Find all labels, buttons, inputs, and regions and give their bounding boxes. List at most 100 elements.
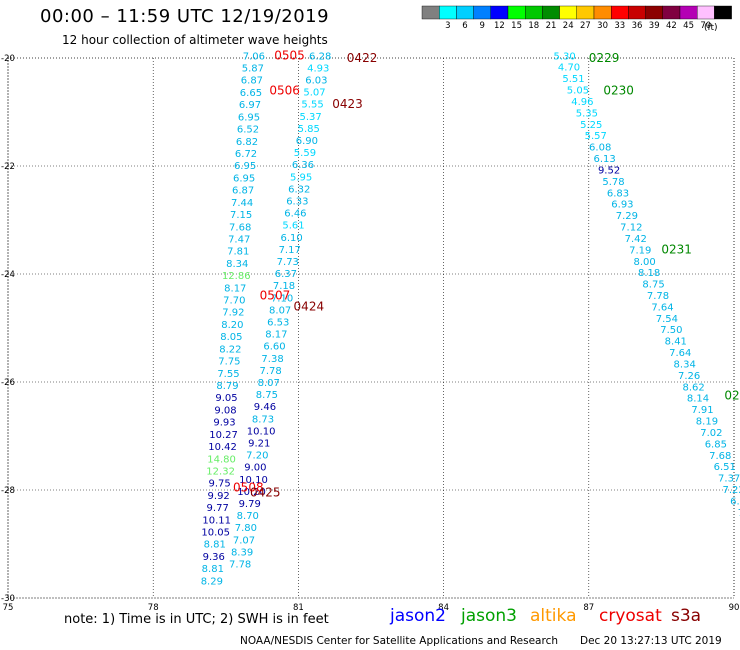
time-label: 0423: [332, 97, 363, 111]
swh-value: 6.51: [714, 462, 736, 473]
swh-value: 9.79: [239, 499, 261, 510]
swh-value: 8.41: [665, 337, 687, 348]
swh-value: 6.82: [236, 137, 258, 148]
legend-unit: (ft): [704, 23, 718, 33]
swh-value: 7.10: [271, 293, 293, 304]
swh-value: 7.17: [279, 245, 301, 256]
swh-value: 7.18: [273, 281, 295, 292]
swh-value: 7.19: [629, 245, 651, 256]
swh-value: 7.64: [651, 302, 673, 313]
swh-value: 7.80: [235, 523, 257, 534]
swh-value: 8.07: [258, 378, 280, 389]
swh-value: 7.68: [709, 451, 731, 462]
map-title: 00:00 – 11:59 UTC 12/19/2019: [40, 6, 330, 27]
swh-value: 7.55: [217, 369, 239, 380]
legend-swatch: [525, 5, 543, 20]
legend-swatch: [542, 5, 560, 20]
swh-value: 5.87: [242, 64, 264, 75]
swh-value: 7.73: [277, 257, 299, 268]
legend-swatch: [662, 5, 681, 20]
swh-value: 7.38: [261, 354, 283, 365]
legend-label: 9: [479, 21, 484, 31]
lon-tick-label: 87: [583, 603, 594, 613]
swh-value: 7.54: [656, 314, 678, 325]
swh-value: 6.95: [234, 161, 256, 172]
footer-note: note: 1) Time is in UTC; 2) SWH is in fe…: [64, 612, 329, 627]
swh-value: 6.95: [238, 112, 260, 123]
swh-value: 7.92: [222, 308, 244, 319]
legend-label: 36: [632, 21, 643, 31]
swh-value: 8.81: [202, 564, 224, 575]
swh-value: 7.68: [229, 222, 251, 233]
swh-value: 7.91: [691, 405, 713, 416]
swh-value: 8.07: [269, 305, 291, 316]
legend-swatch: [473, 5, 492, 20]
legend-swatch: [679, 5, 698, 20]
legend-swatch: [697, 5, 715, 20]
lat-tick-label: -28: [1, 486, 15, 496]
swh-value: 5.55: [301, 100, 323, 111]
lon-tick-label: 75: [3, 603, 14, 613]
lon-tick-label: 81: [293, 603, 304, 613]
swh-value: 7.37: [718, 474, 740, 485]
swh-value: 6.37: [275, 269, 297, 280]
swh-value: 7.47: [228, 234, 250, 245]
swh-value: 8.00: [634, 257, 656, 268]
swh-value: 10.42: [208, 442, 237, 453]
legend-label: 70: [700, 21, 711, 31]
axis-labels: 75 78 81 84 87 90 -20 -22 -24 -26 -28 -30: [1, 54, 739, 613]
swh-value: 4.70: [558, 63, 580, 74]
swh-value: 8.19: [696, 417, 718, 428]
time-label: 0230: [603, 83, 634, 97]
swh-value: 7.78: [229, 560, 251, 571]
swh-value: 8.34: [226, 259, 248, 270]
swh-value: 5.59: [294, 148, 316, 159]
swh-value: 6.93: [611, 200, 633, 211]
legend-swatch: [593, 5, 612, 20]
swh-value: 5.35: [576, 108, 598, 119]
swh-value: 8.20: [221, 320, 243, 331]
legend-label: 24: [563, 21, 574, 31]
swh-tracks: 7.065.876.876.656.976.956.526.826.726.95…: [201, 51, 740, 587]
time-label: 0505: [274, 48, 305, 62]
legend-label: 15: [511, 21, 522, 31]
map-subtitle: 12 hour collection of altimeter wave hei…: [62, 33, 328, 47]
swh-value: 9.05: [215, 393, 237, 404]
swh-value: 12.86: [222, 271, 251, 282]
footer-credit: NOAA/NESDIS Center for Satellite Applica…: [240, 635, 558, 647]
legend-label: 27: [580, 21, 591, 31]
legend-swatch: [714, 5, 732, 20]
lat-tick-label: -24: [1, 270, 15, 280]
time-label: 0229: [589, 51, 620, 65]
swh-value: 7.70: [223, 296, 245, 307]
lat-tick-label: -26: [1, 378, 15, 388]
swh-value: 6.97: [239, 100, 261, 111]
swh-value: 6.85: [705, 439, 727, 450]
legend-swatch: [439, 5, 457, 20]
swh-value: 10.10: [247, 426, 276, 437]
swh-value: 4.96: [571, 97, 593, 108]
swh-value: 7.12: [620, 223, 642, 234]
legend-swatch: [490, 5, 509, 20]
swh-value: 8.29: [201, 576, 223, 587]
swh-value: 5.25: [580, 120, 602, 131]
swh-value: 5.85: [298, 124, 320, 135]
legend-label: 18: [528, 21, 539, 31]
swh-value: 12.32: [206, 466, 235, 477]
swh-value: 4.93: [307, 63, 329, 74]
legend-swatch: [559, 5, 577, 20]
swh-value: 9.75: [209, 479, 231, 490]
swh-value: 6.9: [730, 496, 740, 507]
swh-value: 6.72: [235, 149, 257, 160]
swh-value: 7.29: [616, 211, 638, 222]
swh-value: 8.17: [265, 330, 287, 341]
legend-swatch: [421, 5, 440, 20]
swh-value: 8.34: [674, 359, 696, 370]
swh-value: 5.05: [567, 86, 589, 97]
lon-tick-label: 84: [438, 603, 449, 613]
swh-value: 7.20: [246, 451, 268, 462]
swh-value: 7.81: [227, 247, 249, 258]
swh-value: 6.33: [286, 197, 308, 208]
swh-value: 6.13: [593, 154, 615, 165]
lat-lon-grid: [7, 57, 735, 599]
